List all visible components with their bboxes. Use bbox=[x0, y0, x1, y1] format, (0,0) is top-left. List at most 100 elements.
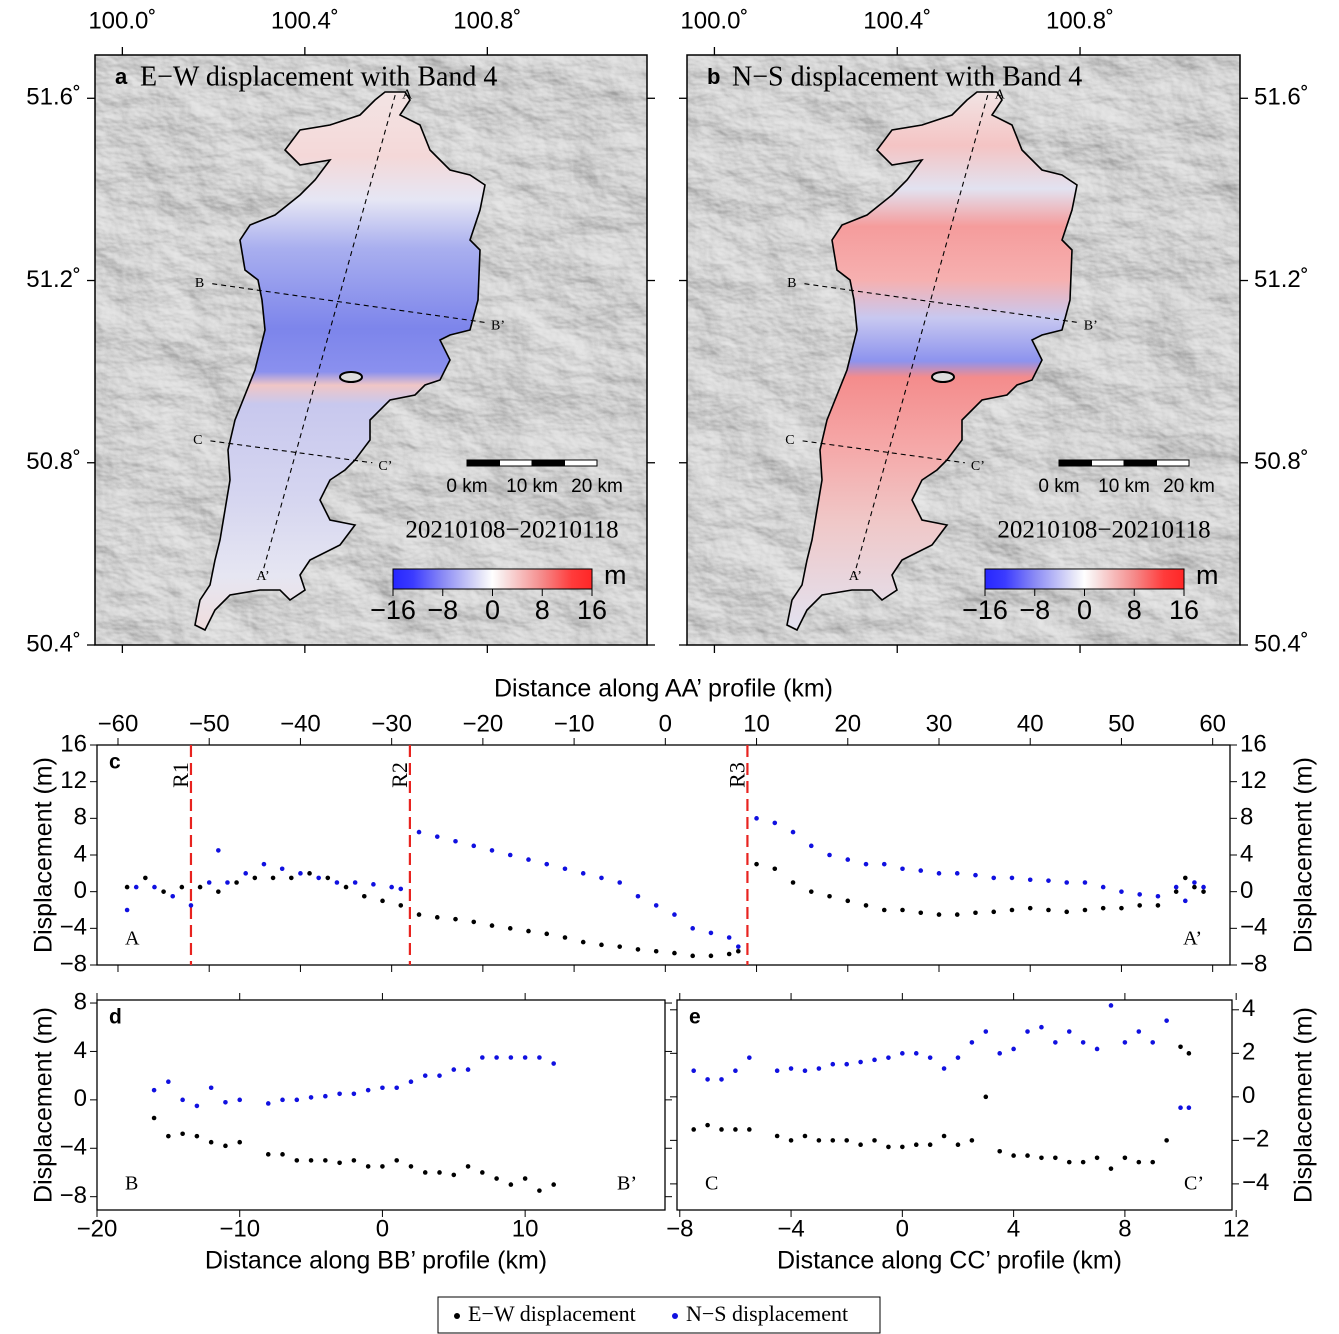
data-point bbox=[1080, 1159, 1086, 1165]
data-point bbox=[1164, 1138, 1169, 1143]
profile-end-label: C’ bbox=[378, 459, 392, 474]
colorbar-tick-label: −8 bbox=[1019, 595, 1050, 625]
data-point bbox=[733, 1127, 738, 1132]
data-point bbox=[1094, 1046, 1100, 1052]
x-tick-label: 10 bbox=[512, 1215, 539, 1242]
y-tick-label: 0 bbox=[74, 1085, 87, 1112]
data-point bbox=[316, 875, 321, 881]
data-point bbox=[216, 848, 221, 853]
data-point bbox=[451, 1172, 457, 1178]
colorbar-tick-label: 0 bbox=[485, 595, 500, 625]
data-point bbox=[243, 871, 248, 876]
data-point bbox=[1122, 1040, 1128, 1045]
data-point bbox=[872, 1057, 877, 1063]
plot-panel: −20 −10 0 10 −8 −4 0 4 8 Displacement (m) Distance… bbox=[30, 988, 672, 1275]
data-point bbox=[726, 951, 732, 957]
data-point bbox=[308, 1158, 314, 1163]
data-point bbox=[562, 935, 568, 940]
data-point bbox=[1119, 889, 1124, 894]
data-point bbox=[754, 816, 759, 821]
y-tick-label: −4 bbox=[60, 1134, 87, 1161]
data-point bbox=[237, 1139, 243, 1145]
panel-label: c bbox=[109, 751, 121, 774]
y-tick-label: −4 bbox=[1242, 1169, 1269, 1196]
data-point bbox=[653, 948, 659, 954]
island bbox=[931, 371, 955, 383]
data-point bbox=[179, 884, 185, 890]
map-frame bbox=[94, 54, 648, 646]
data-point bbox=[754, 861, 759, 867]
corner-label: A bbox=[125, 928, 140, 950]
data-point bbox=[617, 880, 623, 885]
data-point bbox=[289, 875, 294, 881]
data-point bbox=[380, 1164, 385, 1169]
data-point bbox=[1183, 898, 1188, 904]
x-tick-label: 100.0˚ bbox=[680, 7, 748, 34]
profile-start-label: C bbox=[785, 433, 794, 448]
data-point bbox=[690, 926, 695, 931]
data-point bbox=[208, 1139, 214, 1145]
data-point bbox=[394, 1085, 399, 1091]
plot-panel: −8 −4 0 4 8 12 −4 −2 0 2 4 Displacement (m) Distance… bbox=[666, 993, 1318, 1275]
data-point bbox=[194, 1133, 200, 1139]
data-point bbox=[508, 1055, 514, 1060]
rupture-label: R2 bbox=[387, 762, 412, 788]
plot-frame bbox=[96, 999, 666, 1211]
data-point bbox=[416, 912, 422, 917]
data-point bbox=[1039, 1024, 1044, 1030]
data-point bbox=[526, 857, 531, 862]
data-point bbox=[691, 1068, 696, 1074]
data-point bbox=[1009, 907, 1015, 913]
profile-end-label: B’ bbox=[1084, 319, 1098, 334]
y-tick-label: 16 bbox=[60, 730, 87, 757]
data-point bbox=[733, 1068, 738, 1074]
data-point bbox=[206, 880, 212, 885]
colorbar-tick-label: 0 bbox=[1077, 595, 1092, 625]
data-point bbox=[216, 889, 221, 894]
data-point bbox=[152, 884, 157, 890]
y-tick-label: 50.4˚ bbox=[26, 630, 81, 657]
scalebar-segment bbox=[1091, 459, 1125, 467]
data-point bbox=[983, 1094, 989, 1100]
data-point bbox=[237, 1097, 243, 1103]
corner-label: B’ bbox=[617, 1173, 637, 1195]
data-point bbox=[166, 1079, 171, 1085]
data-point bbox=[690, 953, 695, 959]
data-point bbox=[772, 866, 778, 872]
panel-label: e bbox=[689, 1006, 701, 1029]
data-point bbox=[471, 843, 477, 849]
corner-label: C bbox=[705, 1173, 718, 1195]
data-point bbox=[323, 1093, 328, 1099]
x-tick-label: 40 bbox=[1017, 710, 1044, 737]
data-point bbox=[394, 1158, 399, 1163]
data-point bbox=[380, 898, 385, 904]
x-tick-label: 50 bbox=[1108, 710, 1135, 737]
data-point bbox=[774, 1068, 780, 1074]
data-point bbox=[223, 1099, 228, 1105]
data-point bbox=[936, 912, 942, 917]
data-point bbox=[489, 848, 495, 853]
data-point bbox=[343, 884, 349, 890]
data-point bbox=[617, 944, 623, 949]
data-point bbox=[1100, 905, 1106, 911]
x-tick-label: −30 bbox=[371, 710, 412, 737]
data-point bbox=[480, 1055, 485, 1060]
data-point bbox=[352, 880, 358, 885]
data-point bbox=[434, 834, 440, 839]
data-point bbox=[465, 1164, 471, 1169]
data-point bbox=[389, 884, 394, 890]
data-point bbox=[294, 1097, 300, 1103]
data-point bbox=[194, 1103, 200, 1109]
data-point bbox=[1094, 1155, 1100, 1161]
data-point bbox=[747, 1127, 752, 1132]
colorbar-tick-label: 16 bbox=[1169, 595, 1199, 625]
y-axis-title: Displacement (m) bbox=[30, 757, 58, 953]
x-tick-label: −50 bbox=[189, 710, 230, 737]
data-point bbox=[1192, 884, 1197, 890]
y-tick-label: 4 bbox=[74, 840, 87, 867]
y-tick-label: 4 bbox=[74, 1037, 87, 1064]
scalebar-label: 0 km bbox=[1038, 476, 1079, 497]
legend-label: E−W displacement bbox=[468, 1301, 636, 1326]
scalebar-segment bbox=[1058, 459, 1092, 467]
y-tick-label: 16 bbox=[1240, 730, 1267, 757]
